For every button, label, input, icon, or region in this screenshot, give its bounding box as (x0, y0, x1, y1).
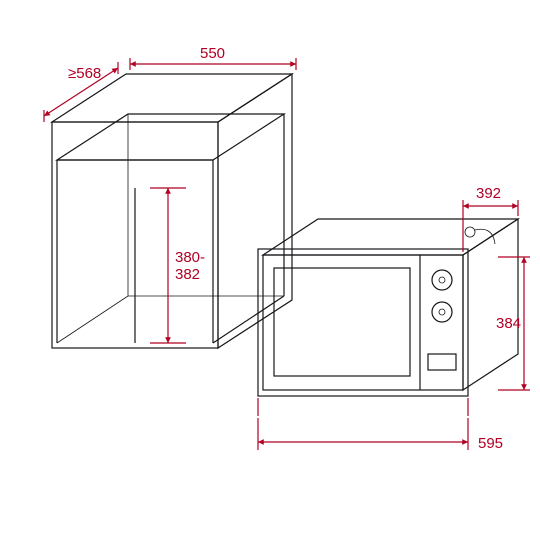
appliance-dimensions: 392 384 595 (258, 185, 530, 452)
cabinet-width-label: ≥568 (68, 65, 101, 82)
appliance (258, 219, 518, 396)
cabinet-depth-label: 550 (200, 45, 225, 62)
appliance-height-label: 384 (496, 315, 521, 332)
appliance-width-label: 595 (478, 435, 503, 452)
appliance-depth-label: 392 (476, 185, 501, 202)
technical-drawing: ≥568 550 380- 382 (0, 0, 540, 540)
cabinet (52, 74, 292, 348)
cabinet-opening-height-label: 380- 382 (175, 249, 209, 283)
